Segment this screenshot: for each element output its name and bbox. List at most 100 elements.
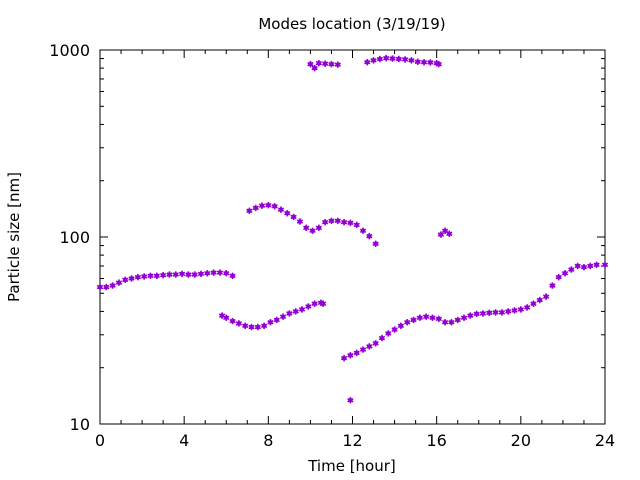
data-point — [292, 308, 299, 315]
data-point — [229, 272, 236, 280]
data-point — [273, 316, 280, 324]
data-point — [185, 271, 192, 278]
data-point — [223, 270, 230, 277]
data-point — [460, 314, 468, 321]
data-point — [340, 354, 348, 362]
data-point — [408, 57, 415, 64]
data-point — [446, 230, 453, 238]
data-point — [401, 56, 409, 63]
x-tick-label: 24 — [595, 431, 615, 450]
data-point — [334, 217, 341, 225]
data-point — [328, 217, 335, 225]
data-point — [229, 317, 236, 325]
data-point — [486, 309, 493, 317]
data-point — [473, 310, 480, 318]
data-point — [414, 58, 421, 65]
data-point — [298, 306, 306, 313]
data-point — [153, 272, 160, 280]
data-point — [246, 207, 253, 215]
data-point — [159, 271, 167, 279]
data-point — [321, 218, 329, 226]
data-point — [96, 283, 104, 291]
data-point — [311, 64, 318, 72]
data-point — [210, 269, 217, 276]
data-point — [467, 312, 474, 319]
data-point — [395, 55, 402, 63]
data-point — [479, 310, 487, 317]
data-point — [315, 59, 323, 67]
data-point — [311, 300, 318, 307]
data-point — [347, 219, 354, 227]
data-point — [307, 60, 314, 68]
data-point — [549, 282, 556, 289]
data-point — [242, 322, 249, 330]
data-point — [580, 263, 588, 271]
data-point — [279, 313, 287, 320]
data-point — [372, 240, 379, 247]
data-point — [260, 322, 268, 330]
data-point — [364, 59, 371, 66]
data-point — [315, 224, 323, 231]
data-point — [498, 309, 506, 316]
data-point — [416, 314, 424, 321]
data-point — [147, 272, 154, 280]
data-point — [437, 231, 445, 238]
data-point — [441, 227, 449, 234]
data-point — [555, 273, 562, 281]
data-point — [385, 330, 392, 337]
data-point — [404, 319, 411, 326]
data-point — [166, 271, 173, 278]
data-point — [517, 306, 525, 313]
data-point — [530, 300, 537, 307]
data-point — [191, 271, 198, 278]
data-point — [593, 261, 600, 269]
data-point — [134, 273, 142, 281]
data-point — [258, 202, 266, 209]
data-point — [284, 210, 291, 217]
data-point — [178, 270, 186, 278]
data-point — [290, 213, 297, 221]
data-point — [435, 315, 442, 323]
data-point — [435, 60, 442, 68]
data-point — [204, 270, 211, 277]
data-point — [286, 310, 293, 317]
y-axis-title: Particle size [nm] — [5, 172, 23, 302]
data-point — [542, 293, 550, 300]
data-point — [382, 54, 390, 62]
data-point — [574, 262, 581, 270]
data-point — [115, 279, 123, 286]
chart-title: Modes location (3/19/19) — [258, 15, 445, 33]
data-point — [372, 340, 379, 347]
data-point — [252, 204, 259, 212]
data-point — [391, 326, 398, 333]
data-point — [235, 320, 243, 327]
y-tick-label: 10 — [70, 415, 90, 434]
data-point — [141, 273, 148, 280]
x-tick-label: 12 — [342, 431, 362, 450]
data-point — [587, 262, 594, 270]
data-point — [340, 218, 348, 226]
data-point — [303, 224, 310, 231]
data-point — [397, 322, 405, 330]
axes: 0 4 8 12 16 20 24 10 100 1000 — [49, 41, 615, 450]
x-tick-label: 4 — [179, 431, 189, 450]
data-point — [197, 270, 205, 278]
data-point — [448, 319, 455, 326]
data-point — [319, 300, 327, 307]
x-tick-label: 0 — [95, 431, 105, 450]
x-tick-label: 8 — [263, 431, 273, 450]
data-point — [353, 221, 360, 229]
data-point — [523, 304, 531, 311]
x-tick-label: 20 — [511, 431, 531, 450]
data-point — [296, 218, 304, 225]
data-point — [366, 232, 373, 240]
data-point — [568, 266, 575, 273]
plot-frame — [99, 49, 606, 425]
data-point — [321, 60, 329, 67]
data-point — [561, 270, 569, 277]
data-point — [248, 323, 255, 331]
data-point — [454, 316, 461, 324]
data-point — [265, 201, 272, 209]
data-point — [254, 323, 261, 331]
